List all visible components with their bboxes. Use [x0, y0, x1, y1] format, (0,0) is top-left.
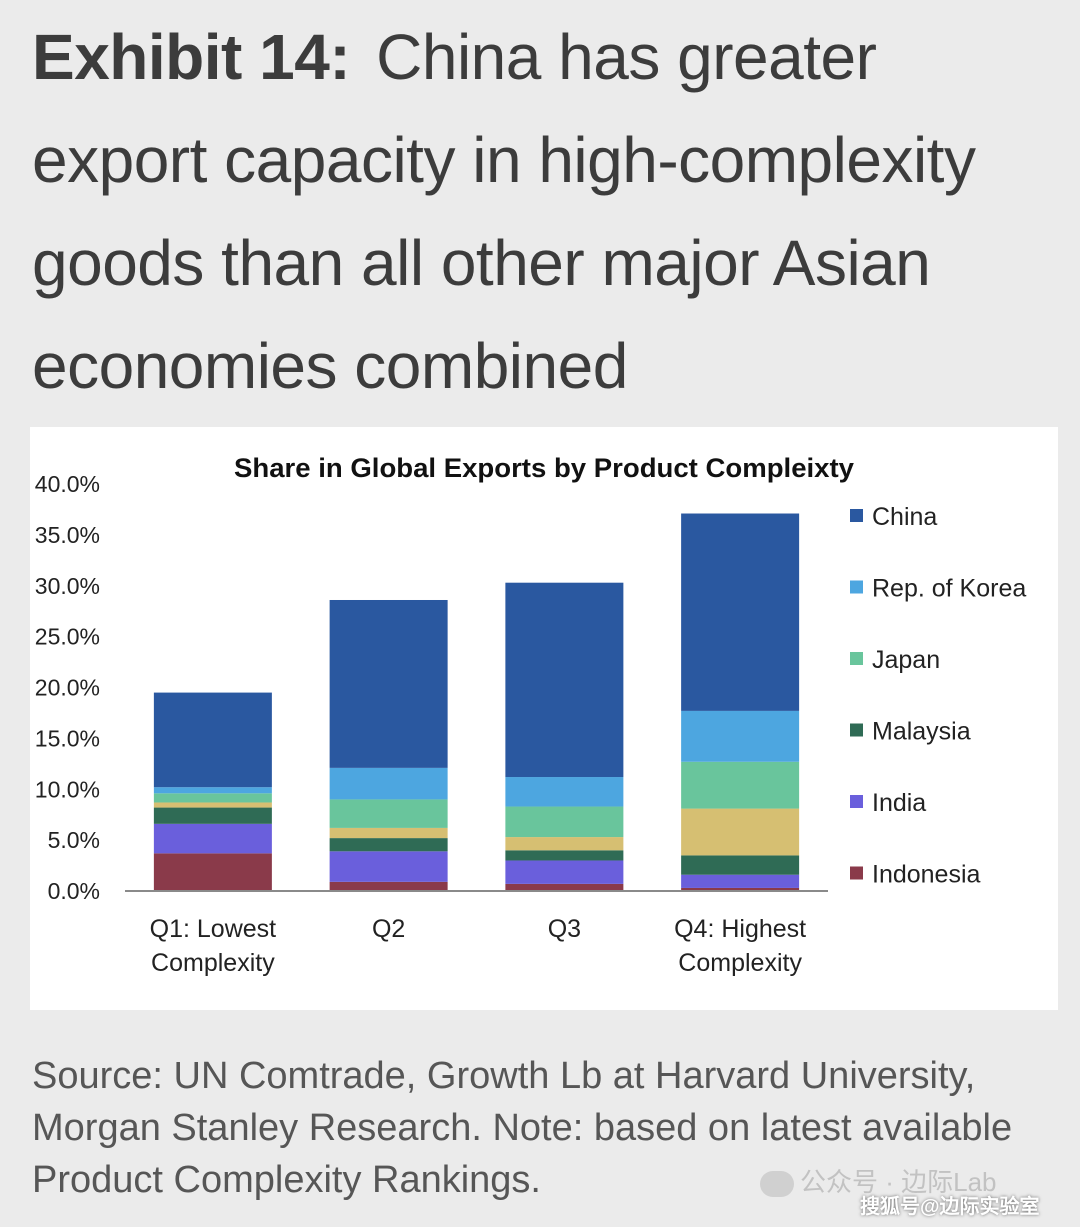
legend-swatch	[850, 509, 863, 522]
watermark-site: 搜狐号@边际实验室	[860, 1196, 1040, 1218]
bar-segment	[329, 881, 448, 891]
headline-text: China has greater export capacity in hig…	[32, 21, 976, 402]
source-note: Source: UN Comtrade, Growth Lb at Harvar…	[32, 1055, 1013, 1201]
y-tick-label: 30.0%	[35, 573, 100, 599]
exhibit-label: Exhibit 14:	[32, 21, 351, 93]
bar-segment	[153, 823, 272, 854]
watermark-account-text: 公众号 · 边际Lab	[800, 1167, 997, 1197]
y-tick-label: 25.0%	[35, 624, 100, 650]
y-tick-label: 10.0%	[35, 776, 100, 802]
y-tick-label: 20.0%	[35, 675, 100, 701]
bar-segment	[153, 692, 272, 788]
legend-swatch	[850, 652, 863, 665]
legend-swatch	[850, 723, 863, 737]
headline: Exhibit 14: China has greater export capa…	[32, 6, 1062, 418]
y-tick-label: 40.0%	[35, 471, 100, 497]
bar-segment	[329, 838, 448, 852]
bar-segment	[505, 850, 624, 861]
legend-label: India	[872, 789, 926, 817]
bar-segment	[153, 853, 272, 891]
bar-segment	[505, 860, 624, 884]
bar-segment	[153, 802, 272, 808]
bar-segment	[681, 513, 800, 711]
legend-label: Malaysia	[872, 718, 971, 746]
bar-segment	[329, 799, 448, 828]
legend-swatch	[850, 866, 863, 880]
bar-segment	[329, 851, 448, 882]
legend-label: Rep. of Korea	[872, 575, 1026, 603]
chart-panel: Share in Global Exports by Product Compl…	[30, 427, 1058, 1010]
bar-segment	[153, 787, 272, 794]
bar-segment	[505, 806, 624, 838]
x-tick-label: Complexity	[678, 949, 802, 977]
bar-segment	[681, 887, 800, 891]
y-tick-label: 5.0%	[48, 827, 100, 853]
watermark-account: 公众号 · 边际Lab	[760, 1162, 997, 1199]
bar-segment	[505, 883, 624, 891]
stacked-bar-chart: Share in Global Exports by Product Compl…	[35, 453, 1027, 977]
bar-segment	[505, 837, 624, 851]
x-tick-label: Complexity	[151, 949, 275, 977]
legend-label: Japan	[872, 646, 940, 674]
bar-segment	[505, 777, 624, 807]
chart-title: Share in Global Exports by Product Compl…	[234, 453, 854, 483]
wechat-icon	[760, 1171, 794, 1198]
bar-segment	[153, 793, 272, 803]
x-tick-label: Q3	[548, 915, 581, 943]
x-tick-label: Q1: Lowest	[150, 915, 277, 943]
legend-label: Indonesia	[872, 861, 981, 889]
y-tick-label: 15.0%	[35, 725, 100, 751]
bar-segment	[329, 767, 448, 800]
y-tick-label: 0.0%	[48, 878, 100, 904]
x-tick-label: Q4: Highest	[674, 915, 806, 943]
bar-segment	[681, 710, 800, 762]
bar-segment	[681, 855, 800, 875]
x-tick-label: Q2	[372, 915, 405, 943]
bar-segment	[329, 599, 448, 768]
y-tick-label: 35.0%	[35, 522, 100, 548]
legend-label: China	[872, 503, 937, 531]
bar-segment	[153, 807, 272, 824]
bar-segment	[329, 827, 448, 839]
legend-swatch	[850, 580, 863, 594]
legend-swatch	[850, 795, 863, 808]
bar-segment	[505, 582, 624, 778]
bar-segment	[681, 808, 800, 856]
bar-segment	[681, 874, 800, 888]
bar-segment	[681, 761, 800, 809]
